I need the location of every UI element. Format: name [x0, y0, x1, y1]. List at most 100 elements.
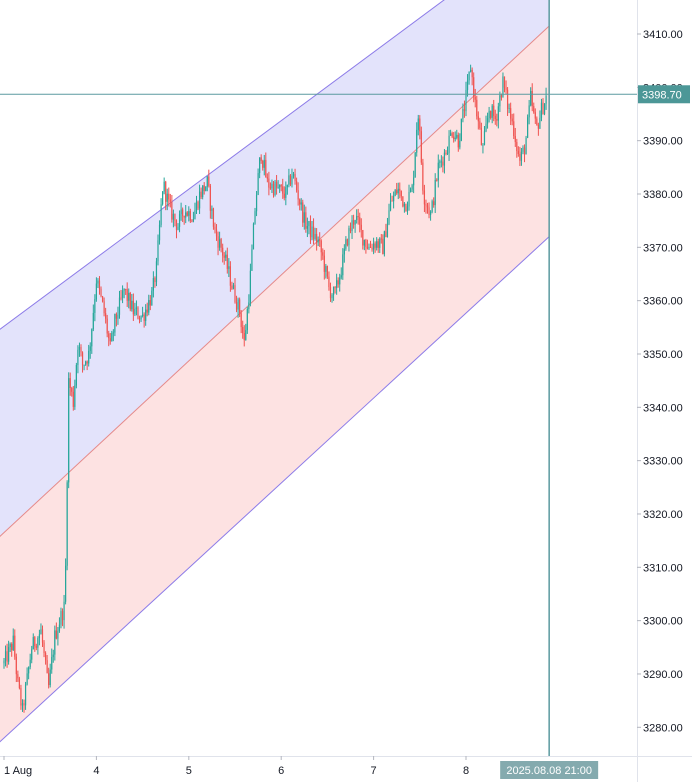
candle-body: [86, 361, 88, 364]
candle-body: [422, 162, 424, 191]
candle-body: [239, 299, 241, 314]
candle-body: [297, 190, 299, 200]
candle-body: [343, 248, 345, 255]
candle-body: [95, 283, 97, 300]
candle-body: [134, 308, 136, 315]
candle-body: [365, 239, 367, 247]
candle-body: [219, 239, 221, 248]
candle-body: [479, 121, 481, 129]
candle-body: [277, 187, 279, 189]
candle-body: [433, 201, 435, 206]
candle-body: [514, 136, 516, 143]
candle-body: [168, 193, 170, 200]
candle-body: [143, 314, 145, 321]
candle-body: [408, 191, 410, 207]
candle-body: [106, 318, 108, 334]
candle-body: [120, 297, 122, 299]
candle-body: [158, 224, 161, 241]
candle-body: [540, 102, 543, 118]
candle-body: [429, 211, 432, 216]
candle-body: [339, 277, 341, 285]
candle-body: [303, 212, 305, 223]
candle-body: [137, 307, 139, 319]
candle-body: [28, 667, 30, 674]
candle-body: [530, 90, 532, 106]
candle-body: [539, 117, 541, 129]
candle-body: [511, 118, 513, 122]
candle-body: [251, 249, 253, 271]
candle-body: [525, 137, 527, 155]
candle-body: [377, 241, 379, 248]
y-tick-label: 3310.00: [643, 562, 683, 574]
candle-body: [182, 209, 184, 216]
candle-body: [325, 266, 327, 272]
candle-body: [249, 270, 251, 303]
candle-body: [60, 611, 62, 625]
candle-body: [397, 188, 399, 194]
candle-body: [473, 77, 475, 97]
candle-body: [69, 378, 71, 388]
candle-body: [172, 213, 174, 220]
candle-body: [488, 110, 490, 119]
candle-body: [111, 333, 113, 342]
candle-body: [109, 338, 111, 342]
candle-body: [74, 385, 76, 407]
candle-body: [180, 209, 182, 215]
candle-body: [149, 300, 151, 306]
candle-body: [262, 160, 264, 168]
candle-body: [226, 254, 228, 269]
candle-body: [103, 301, 105, 314]
candle-body: [486, 118, 489, 124]
candle-body: [192, 219, 195, 222]
candle-body: [243, 333, 245, 340]
candle-body: [474, 96, 476, 100]
candle-body: [279, 185, 281, 188]
y-tick-label: 3320.00: [643, 509, 683, 521]
candle-body: [92, 312, 94, 330]
candle-body: [420, 131, 422, 163]
candle-body: [312, 226, 315, 239]
candle-body: [471, 69, 473, 78]
candle-body: [55, 630, 57, 639]
candle-body: [271, 183, 273, 189]
channel-lower-line: [0, 236, 550, 743]
candle-body: [337, 280, 339, 285]
candle-body: [417, 118, 419, 130]
candle-body: [391, 200, 393, 202]
candle-body: [248, 302, 250, 310]
candle-body: [118, 297, 121, 315]
candle-body: [311, 226, 313, 238]
channel-middle-line: [0, 25, 550, 538]
candle-body: [419, 118, 421, 132]
candle-body: [49, 669, 51, 686]
candle-body: [428, 207, 430, 216]
candle-body: [195, 201, 198, 211]
candle-body: [448, 135, 450, 154]
candle-body: [382, 238, 384, 255]
candle-body: [459, 140, 461, 148]
candle-body: [349, 228, 352, 231]
candle-body: [126, 289, 128, 301]
candle-body: [94, 299, 96, 313]
candle-body: [379, 238, 381, 248]
candle-body: [439, 161, 441, 163]
candle-body: [453, 136, 455, 140]
candle-body: [259, 157, 261, 174]
candle-body: [214, 226, 216, 230]
candle-body: [37, 638, 39, 648]
crosshair-price-label: 3398.70: [642, 89, 682, 101]
candle-body: [223, 255, 225, 258]
candle-body: [457, 134, 459, 148]
candle-body: [288, 175, 290, 185]
candle-body: [11, 644, 13, 651]
candle-body: [500, 95, 503, 98]
candle-body: [309, 221, 312, 238]
y-tick-label: 3290.00: [643, 669, 683, 681]
candle-body: [240, 313, 242, 328]
candle-body: [152, 278, 154, 291]
candle-body: [175, 220, 178, 230]
candle-body: [26, 673, 28, 685]
